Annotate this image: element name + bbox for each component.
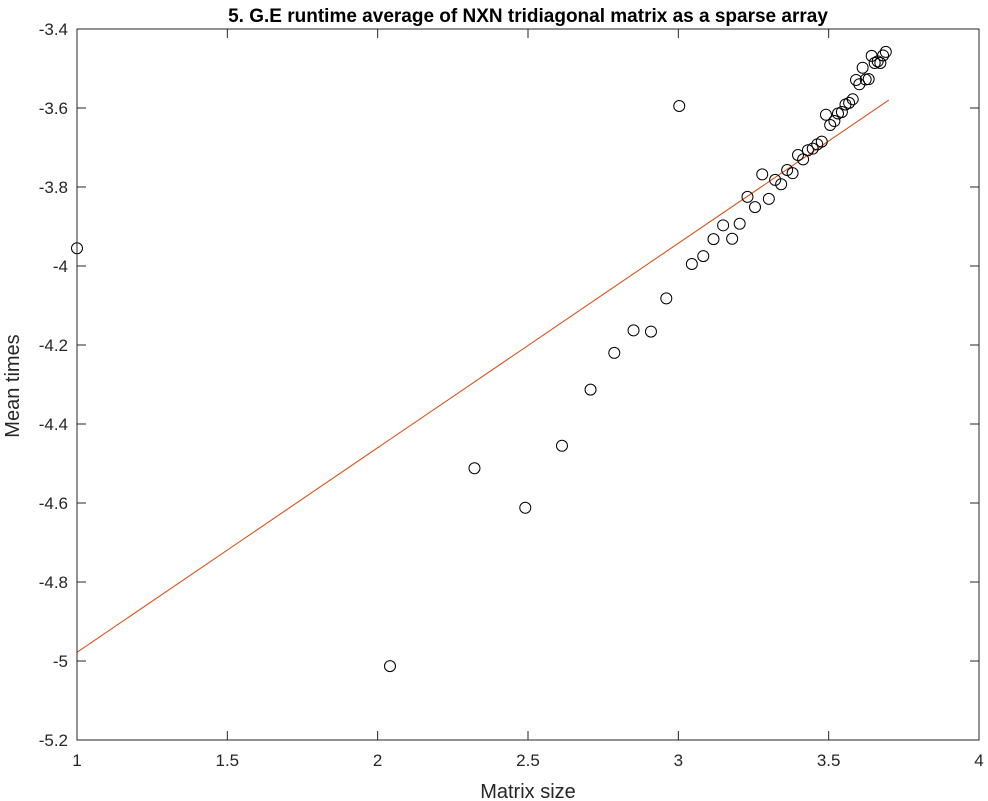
data-point [383,660,396,673]
fit-line [76,99,890,653]
data-point [660,292,673,305]
y-axis-ticks: -5.2 -5 -4.8 -4.6 -4.4 -4.2 -4 -3.8 -3.6 -3.4 [39,20,979,750]
data-point [874,56,887,69]
x-axis-label: Matrix size [480,781,576,801]
y-tick-label: -3.4 [39,20,68,39]
x-tick-label: 1.5 [216,751,240,770]
data-point [608,346,621,359]
fit-line-layer [76,99,890,653]
y-tick-label: -4.2 [39,336,68,355]
y-tick-label: -4.8 [39,573,68,592]
data-point [749,201,762,214]
data-point [815,135,828,148]
data-point [828,115,841,128]
y-tick-label: -3.8 [39,178,68,197]
data-point [879,45,892,58]
x-tick-label: 1 [72,751,81,770]
data-point [786,167,799,180]
data-point [644,325,657,338]
x-tick-label: 3.5 [817,751,841,770]
data-point [868,56,881,69]
data-point [846,93,859,106]
data-point [756,168,769,181]
y-tick-label: -5.2 [39,731,68,750]
y-tick-label: -4.6 [39,494,68,513]
data-point [862,73,875,86]
data-point [468,462,481,475]
data-point [877,49,890,62]
data-point [850,73,863,86]
data-point [835,105,848,118]
data-point [519,501,532,514]
y-tick-label: -5 [53,652,68,671]
data-point [741,190,754,203]
y-tick-label: -4.4 [39,415,68,434]
x-axis-ticks: 1 1.5 2 2.5 3 3.5 4 [72,29,984,770]
y-tick-label: -4 [53,257,68,276]
data-point [843,96,856,109]
data-point [769,173,782,186]
data-point [726,232,739,245]
data-point [819,108,832,121]
data-point [584,383,597,396]
data-point [824,118,837,131]
data-point [685,258,698,271]
x-tick-label: 2.5 [516,751,540,770]
chart-title: 5. G.E runtime average of NXN tridiagona… [228,6,828,27]
data-point [717,219,730,232]
data-point [673,100,686,113]
y-axis-label: Mean times [2,334,24,437]
y-tick-label: -3.6 [39,99,68,118]
data-point [856,61,869,74]
data-point [707,233,720,246]
data-point [697,250,710,263]
plot-area [77,29,979,740]
x-tick-label: 3 [674,751,683,770]
x-tick-label: 2 [373,751,382,770]
data-point [627,324,640,337]
x-tick-label: 4 [974,751,983,770]
data-point [762,192,775,205]
data-point [801,144,814,157]
data-point [775,178,788,191]
data-point [853,78,866,91]
data-point [555,439,568,452]
data-point [733,217,746,230]
data-point [806,142,819,155]
